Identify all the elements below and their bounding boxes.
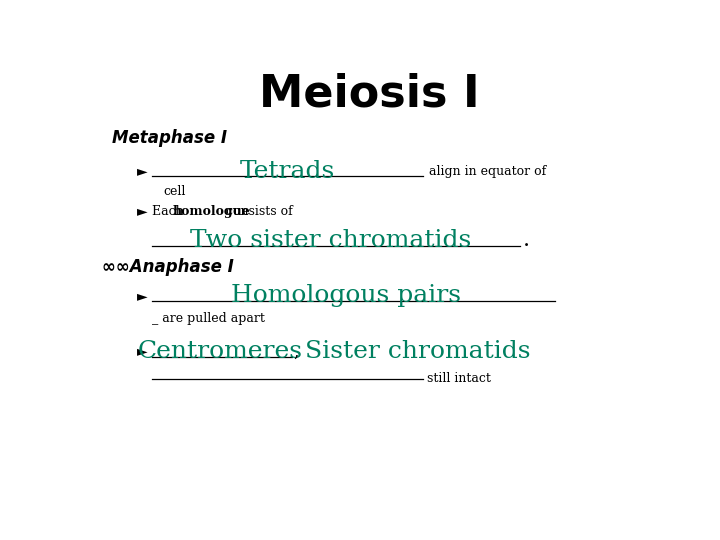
Text: Each: Each: [152, 205, 188, 218]
Text: Meiosis I: Meiosis I: [258, 72, 480, 116]
Text: ,: ,: [293, 345, 298, 361]
Text: ►: ►: [137, 204, 147, 218]
Text: still intact: still intact: [427, 373, 491, 386]
Text: ►: ►: [137, 164, 147, 178]
Text: ►: ►: [137, 344, 147, 358]
Text: consists of: consists of: [222, 205, 292, 218]
Text: Two sister chromatids: Two sister chromatids: [189, 229, 471, 252]
Text: ∞∞Anaphase I: ∞∞Anaphase I: [102, 258, 233, 275]
Text: Centromeres: Centromeres: [138, 340, 302, 363]
Text: align in equator of: align in equator of: [429, 165, 546, 178]
Text: Sister chromatids: Sister chromatids: [305, 340, 531, 363]
Text: .: .: [523, 230, 530, 251]
Text: homologue: homologue: [173, 205, 251, 218]
Text: Homologous pairs: Homologous pairs: [230, 284, 461, 307]
Text: Tetrads: Tetrads: [240, 159, 336, 183]
Text: _ are pulled apart: _ are pulled apart: [152, 313, 265, 326]
Text: cell: cell: [163, 185, 186, 198]
Text: Metaphase I: Metaphase I: [112, 129, 227, 147]
Text: ►: ►: [137, 289, 147, 303]
